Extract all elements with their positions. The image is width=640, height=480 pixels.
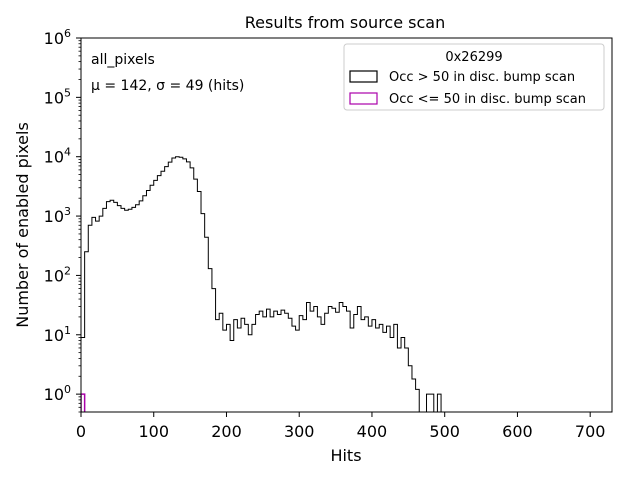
legend: 0x26299 Occ > 50 in disc. bump scan Occ … — [343, 43, 605, 111]
y-tick-label: 105 — [44, 86, 71, 107]
y-axis-label: Number of enabled pixels — [13, 122, 32, 328]
x-tick-label: 200 — [211, 422, 242, 441]
x-tick-label: 100 — [138, 422, 169, 441]
histogram-series-occ-le-50 — [81, 393, 86, 412]
x-tick-label: 500 — [429, 422, 460, 441]
legend-swatch-occ-gt-50 — [349, 70, 378, 83]
legend-label-occ-gt-50: Occ > 50 in disc. bump scan — [389, 70, 575, 85]
series-layer — [81, 156, 446, 412]
x-tick-label: 0 — [76, 422, 86, 441]
y-tick-label: 103 — [44, 205, 71, 226]
x-tick-label: 400 — [357, 422, 388, 441]
legend-label-occ-le-50: Occ <= 50 in disc. bump scan — [389, 92, 586, 107]
y-tick-label: 102 — [44, 264, 71, 285]
x-axis-label: Hits — [330, 446, 361, 465]
x-tick-label: 300 — [284, 422, 315, 441]
annotation-line-1: all_pixels — [91, 52, 155, 68]
x-axis-ticks: 0 100 200 300 400 500 600 700 — [76, 412, 606, 441]
y-tick-label: 101 — [44, 324, 71, 345]
y-tick-label: 100 — [44, 383, 71, 404]
y-axis-ticks: 100 101 102 103 104 105 106 — [44, 27, 81, 413]
legend-swatch-occ-le-50 — [349, 92, 378, 105]
x-tick-label: 600 — [502, 422, 533, 441]
histogram-series-occ-gt-50 — [81, 156, 446, 412]
annotation-line-2: μ = 142, σ = 49 (hits) — [91, 78, 244, 94]
stats-annotation: all_pixels μ = 142, σ = 49 (hits) — [91, 52, 244, 94]
y-tick-label: 104 — [44, 146, 71, 167]
y-tick-label: 106 — [44, 27, 71, 48]
chart-title: Results from source scan — [245, 13, 445, 32]
legend-box — [343, 43, 605, 111]
x-tick-label: 700 — [575, 422, 606, 441]
legend-title: 0x26299 — [445, 50, 502, 65]
